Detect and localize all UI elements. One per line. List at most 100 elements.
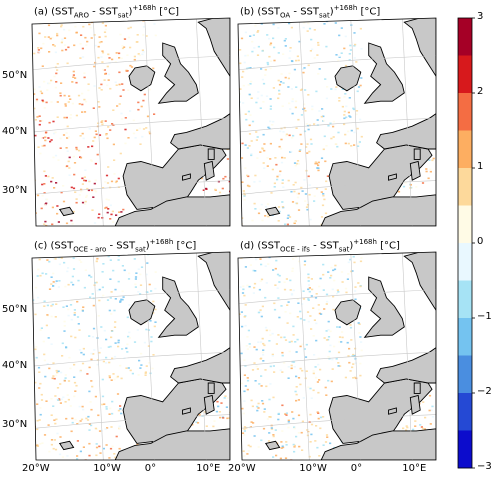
title-sub-model: ARO — [73, 11, 89, 20]
land-africa — [320, 428, 436, 460]
land-balearic — [388, 173, 397, 181]
land-scandinavia — [197, 18, 230, 78]
land-masses — [264, 18, 436, 226]
title-sub-sat: sat — [319, 11, 330, 20]
lon-label: 10°E — [402, 463, 427, 474]
land-ireland — [128, 299, 156, 326]
land-sardinia — [409, 160, 421, 181]
title-sup: +168h — [149, 238, 174, 246]
lon-label: 20°W — [22, 463, 50, 474]
colorbar-bin — [458, 430, 472, 469]
lat-label: 50°N — [2, 70, 28, 82]
title-paren: ) — [349, 240, 354, 252]
map-panel-d — [237, 251, 437, 461]
lon-label: 10°W — [299, 463, 327, 474]
title-paren: ) — [128, 6, 133, 18]
lon-label: 0° — [350, 463, 363, 474]
title-unit: [°C] — [357, 6, 381, 18]
title-sub-model: OA — [280, 11, 291, 20]
lon-label: 10°E — [196, 463, 221, 474]
land-canary — [58, 206, 75, 217]
title-sub-model: OCE - ifs — [280, 245, 310, 254]
land-africa — [114, 194, 230, 226]
colorbar-tick-label: −3 — [477, 461, 492, 472]
land-sardinia — [409, 394, 421, 415]
title-prefix: (d) (SST — [240, 240, 281, 252]
panel-frame — [237, 251, 437, 461]
land-africa — [320, 194, 436, 226]
land-sardinia — [203, 160, 215, 181]
title-mid: - SST — [290, 6, 320, 18]
land-corsica — [413, 148, 421, 160]
land-corsica — [207, 148, 215, 160]
title-mid: - SST — [309, 240, 339, 252]
colorbar-bin — [458, 18, 472, 56]
land-corsica — [207, 382, 215, 394]
land-france — [170, 346, 230, 384]
panel-title-b: (b) (SSTOA - SSTsat)+168h [°C] — [240, 4, 380, 19]
panel-frame — [31, 17, 231, 227]
title-sub-sat: sat — [338, 245, 350, 254]
title-mid: - SST — [106, 240, 136, 252]
colorbar-bin — [458, 168, 472, 206]
title-sup: +168h — [353, 238, 377, 246]
panel-title-a: (a) (SSTARO - SSTsat)+168h [°C] — [34, 4, 179, 19]
colorbar — [457, 17, 475, 469]
land-masses — [264, 252, 436, 460]
land-ireland — [334, 299, 362, 326]
land-balearic — [182, 407, 191, 415]
colorbar-bin — [458, 93, 472, 131]
land-masses — [58, 18, 230, 226]
title-sup: +168h — [333, 4, 358, 12]
map-panel-a — [31, 17, 231, 227]
colorbar-tick-label: 0 — [477, 236, 484, 247]
land-corsica — [413, 382, 421, 394]
land-ireland — [334, 65, 362, 92]
title-paren: ) — [329, 6, 334, 18]
lat-label: 30°N — [2, 418, 28, 430]
land-scandinavia — [403, 252, 436, 312]
lon-label: 20°W — [228, 463, 256, 474]
colorbar-tick-label: −2 — [477, 386, 492, 397]
colorbar-bin — [458, 130, 472, 169]
panel-frame — [237, 17, 437, 227]
panel-title-d: (d) (SSTOCE - ifs - SSTsat)+168h [°C] — [240, 238, 400, 253]
land-scandinavia — [403, 18, 436, 78]
lat-label: 50°N — [2, 304, 28, 316]
title-prefix: (b) (SST — [240, 6, 281, 18]
land-france — [376, 346, 436, 384]
title-unit: [°C] — [173, 240, 197, 252]
title-sub-model: OCE - aro — [73, 245, 107, 254]
title-unit: [°C] — [156, 6, 180, 18]
panel-frame — [31, 251, 231, 461]
title-paren: ) — [145, 240, 150, 252]
land-britain — [363, 42, 405, 104]
lat-label: 40°N — [2, 360, 28, 372]
land-balearic — [182, 173, 191, 181]
colorbar-bin — [458, 205, 472, 244]
colorbar-bin — [458, 55, 472, 94]
land-france — [376, 112, 436, 150]
title-unit: [°C] — [376, 240, 400, 252]
title-sup: +168h — [132, 4, 157, 12]
land-ireland — [128, 65, 156, 92]
land-canary — [58, 440, 75, 451]
land-balearic — [388, 407, 397, 415]
colorbar-bin — [458, 318, 472, 356]
map-panel-c — [31, 251, 231, 461]
lon-label: 0° — [144, 463, 157, 474]
lat-label: 30°N — [2, 184, 28, 196]
lon-label: 10°W — [93, 463, 121, 474]
title-prefix: (a) (SST — [34, 6, 74, 18]
title-sub-sat: sat — [117, 11, 129, 20]
colorbar-bin — [458, 280, 472, 319]
lat-label: 40°N — [2, 126, 28, 138]
land-africa — [114, 428, 230, 460]
colorbar-tick-label: 3 — [477, 11, 484, 22]
land-britain — [157, 42, 199, 104]
land-britain — [157, 276, 199, 338]
land-britain — [363, 276, 405, 338]
title-sub-sat: sat — [135, 245, 146, 254]
land-canary — [264, 206, 281, 217]
panel-title-c: (c) (SSTOCE - aro - SSTsat)+168h [°C] — [34, 238, 196, 253]
